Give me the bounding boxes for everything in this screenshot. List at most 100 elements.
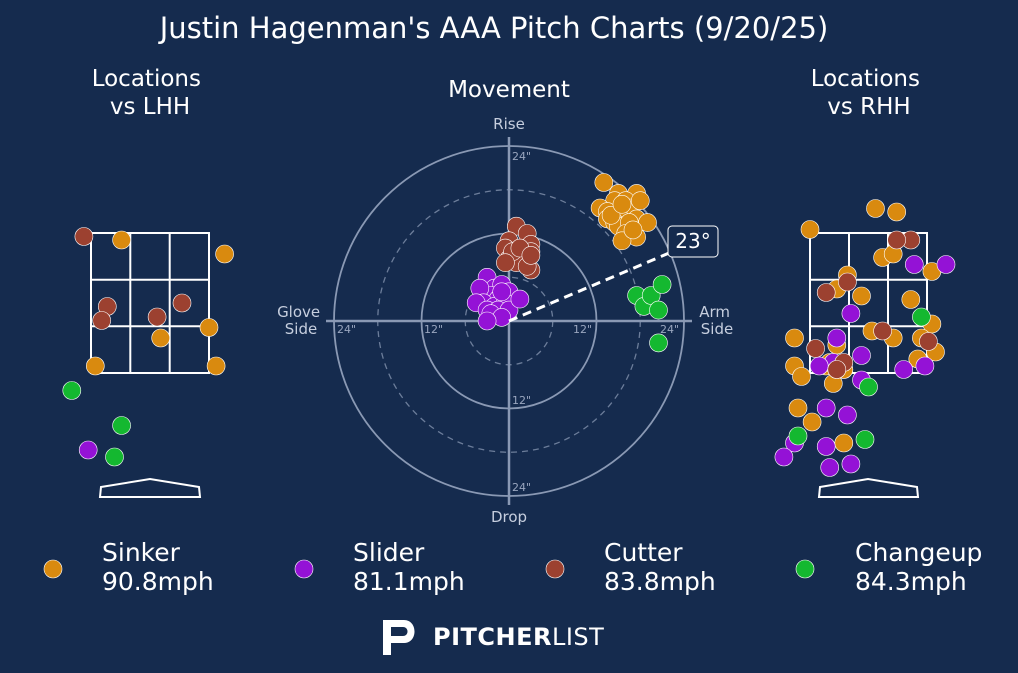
pitch-location-rhh-sinker [800,220,820,239]
axis-label-arm-side: Arm Side [699,303,735,338]
pitch-location-lhh-sinker [151,328,170,348]
pitch-location-rhh-cutter [838,272,857,292]
legend-marker-slider [294,559,314,579]
pitch-location-lhh-cutter [74,227,94,246]
legend-marker-cutter [545,559,565,579]
pitch-location-rhh-cutter [806,339,825,358]
axis-label-glove-side-line-2: Side [285,320,317,338]
home-plate-lhh [98,477,202,498]
pitch-location-rhh-slider [774,447,794,467]
pitch-location-lhh-cutter [147,307,167,327]
legend-velo-cutter: 83.8mph [604,567,716,596]
tick-bottom-12: 12" [512,394,531,407]
pitch-location-rhh-slider [841,454,861,474]
pitch-location-rhh-sinker [792,367,811,386]
arm-angle-box [667,225,719,258]
movement-point-sinker [623,220,643,240]
axis-label-arm-side-line-2: Side [701,320,733,338]
arm-angle-label: 23° [675,229,710,253]
movement-point-slider [477,311,497,331]
legend-item-sinker: Sinker 90.8mph [43,538,214,596]
pitch-location-rhh-slider [894,360,914,379]
legend-marker-changeup [795,559,815,579]
movement-point-cutter [521,246,541,265]
locations-rhh-title-line-1: Locations [811,66,920,92]
locations-lhh-points [62,227,234,467]
pitch-location-rhh-changeup [859,377,878,397]
movement-point-sinker [612,195,632,214]
pitch-location-rhh-slider [841,304,861,323]
locations-lhh-chart: Locations vs LHH [62,66,234,498]
pitch-location-rhh-changeup [788,426,808,446]
legend-velo-changeup: 84.3mph [855,567,967,596]
legend-pitch-cutter: Cutter [604,538,683,567]
locations-rhh-title-line-2: vs RHH [827,94,910,120]
legend-item-cutter: Cutter 83.8mph [545,538,716,596]
pitch-location-lhh-changeup [62,381,82,400]
movement-points [466,173,672,353]
axis-label-glove-side: Glove Side [277,303,325,338]
pitch-location-rhh-slider [816,398,836,418]
legend-pitch-sinker: Sinker [102,538,181,567]
pitch-location-rhh-cutter [887,230,907,250]
pitch-location-rhh-changeup [912,307,931,327]
pitch-location-lhh-sinker [86,356,105,376]
pitch-location-rhh-sinker [834,433,854,453]
legend-pitch-slider: Slider [353,538,425,567]
tick-bottom-24: 24" [512,481,531,494]
tick-top-24: 24" [512,150,531,163]
movement-title: Movement [448,77,570,103]
tick-left-12: 12" [424,323,443,336]
axis-label-arm-side-line-1: Arm [699,303,730,321]
legend-item-slider: Slider 81.1mph [294,538,465,596]
legend-velo-sinker: 90.8mph [102,567,214,596]
legend-velo-slider: 81.1mph [353,567,465,596]
locations-rhh-points [774,199,956,477]
axis-label-drop: Drop [491,508,527,526]
movement-point-slider [510,289,530,309]
ring-tick-labels: 24" 12" 24" 24" 12" 12" 24" [337,150,679,494]
brand-text: PITCHERLIST [433,623,604,651]
legend-pitch-changeup: Changeup [855,538,982,567]
locations-lhh-title-line-1: Locations [92,66,201,92]
pitcherlist-logo: PITCHERLIST [383,620,604,655]
strike-zone-lhh [90,232,210,374]
movement-chart: Movement Rise Drop Glove Side Arm Side 2… [277,77,735,526]
movement-point-cutter [496,253,515,273]
pitch-location-lhh-cutter [172,293,192,313]
movement-point-changeup [649,300,668,320]
tick-right-12: 12" [573,323,592,336]
pitch-location-rhh-sinker [866,199,885,218]
pitch-location-rhh-slider [915,356,935,376]
movement-point-changeup [649,333,668,353]
pitch-location-rhh-slider [838,405,857,425]
tick-left-24: 24" [337,323,356,336]
pitch-location-rhh-sinker [785,328,804,348]
pitch-legend: Sinker 90.8mph Slider 81.1mph Cutter 83.… [43,538,982,596]
locations-lhh-title-line-2: vs LHH [110,94,190,120]
pitch-location-lhh-sinker [199,318,219,337]
pitch-location-rhh-slider [827,328,847,348]
pitch-location-rhh-cutter [827,360,847,379]
movement-point-changeup [652,275,672,294]
pitch-location-rhh-slider [852,346,871,365]
pitch-location-lhh-cutter [92,311,111,330]
pitch-location-lhh-sinker [112,230,131,250]
axis-label-rise: Rise [493,115,525,133]
pitch-location-lhh-slider [78,440,98,460]
pitch-location-rhh-cutter [816,283,836,302]
pitch-location-rhh-sinker [901,290,921,309]
pitch-location-lhh-sinker [206,356,226,376]
locations-rhh-title: Locations vs RHH [811,66,928,120]
movement-point-sinker [594,173,614,192]
chart-title: Justin Hagenman's AAA Pitch Charts (9/20… [158,11,829,45]
pitch-location-rhh-sinker [852,286,871,306]
pitch-location-rhh-slider [809,356,829,376]
pitcherlist-logo-icon [383,620,415,655]
locations-lhh-title: Locations vs LHH [92,66,209,120]
pitch-location-rhh-cutter [919,332,938,351]
locations-rhh-chart: Locations vs RHH [774,66,956,498]
pitch-location-rhh-sinker [802,412,822,432]
movement-point-sinker [630,191,650,210]
